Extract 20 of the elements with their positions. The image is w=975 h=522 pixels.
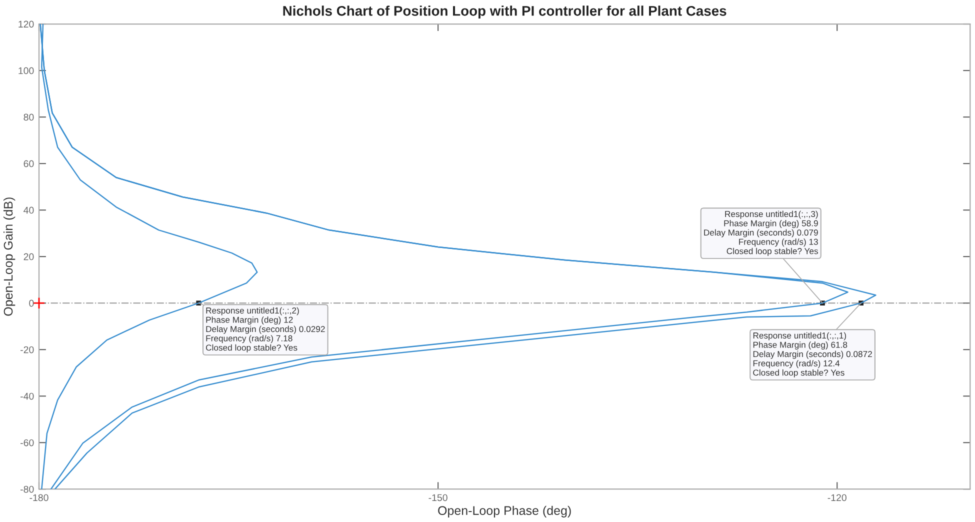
x-tick-label: -150 [428,494,448,502]
y-tick-label: 20 [24,253,34,260]
y-tick-label: -80 [20,486,34,493]
y-tick-label: 60 [24,160,34,168]
y-tick-label: 100 [18,67,34,74]
annotation: Response untitled1(:,:,2) Phase Margin (deg) 12 Delay Margin (seconds) 0.0292 Frequency (rad/s) 7.18 Closed loop stable? Yes [206,307,325,352]
y-tick-label: -40 [20,392,34,400]
x-tick-label: -120 [828,494,846,502]
y-tick-label: 40 [24,206,34,214]
y-tick-label: 120 [18,20,34,28]
y-tick-label: -20 [20,346,34,354]
y-tick-label: 80 [24,114,34,121]
y-tick-label: 0 [29,300,34,307]
annotation: Response untitled1(:,:,3) Phase Margin (deg) 58.9 Delay Margin (seconds) 0.079 Frequency (rad/s) 13 Closed loop stable? Yes [704,210,818,256]
x-tick-label: -180 [30,494,48,502]
y-axis-title: Open-Loop Gain (dB) [3,198,16,316]
chart-title: Nichols Chart of Position Loop with PI controller for all Plant Cases [283,6,726,19]
annotation: Response untitled1(:,:,1) Phase Margin (deg) 61.8 Delay Margin (seconds) 0.0872 Frequency (rad/s) 12.4 Closed loop stable? Yes [753,332,872,378]
y-tick-label: -60 [20,439,34,446]
x-axis-title: Open-Loop Phase (deg) [438,506,571,518]
